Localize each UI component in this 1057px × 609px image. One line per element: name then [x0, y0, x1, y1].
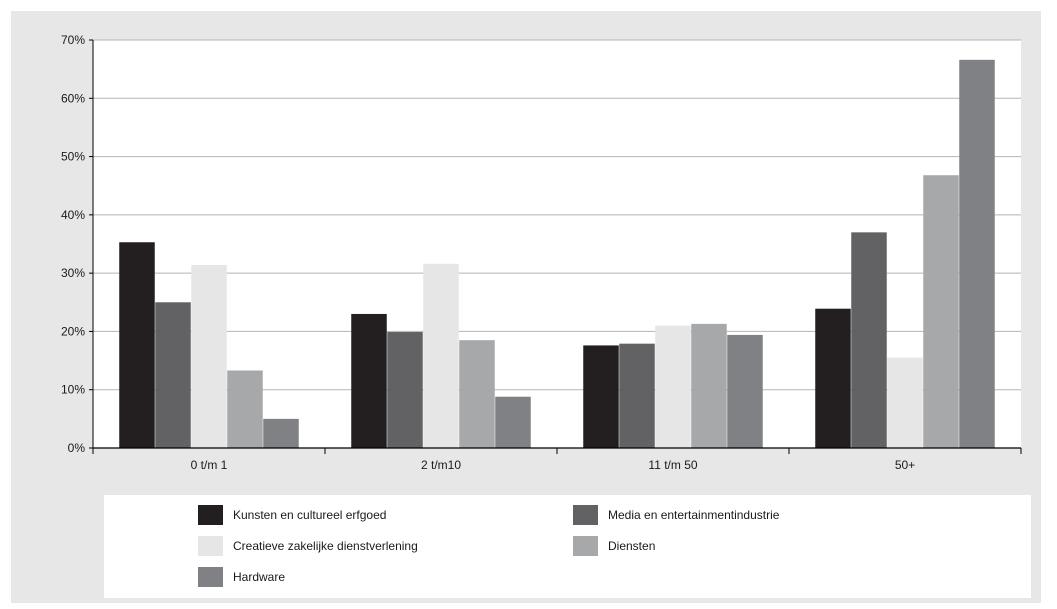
legend-item: Hardware	[198, 567, 285, 587]
chart-frame: 0% 10% 20% 30% 40% 50% 60% 70% 0 t/m 1 2 t/m10 11 …	[11, 11, 1041, 603]
bar	[119, 242, 155, 448]
bar	[495, 396, 531, 448]
y-tick-label: 50%	[61, 150, 85, 164]
legend-item: Creatieve zakelijke dienstverlening	[198, 536, 418, 556]
bar	[387, 332, 423, 448]
bar	[727, 334, 763, 448]
bar	[887, 357, 923, 448]
legend-item: Kunsten en cultureel erfgoed	[198, 505, 386, 525]
legend-swatch	[573, 536, 598, 556]
bar	[691, 323, 727, 448]
bar	[815, 308, 851, 448]
bar-chart: 0% 10% 20% 30% 40% 50% 60% 70% 0 t/m 1 2 t/m10 11 …	[61, 33, 1022, 472]
legend-label: Creatieve zakelijke dienstverlening	[233, 539, 418, 553]
legend-label: Diensten	[608, 539, 656, 553]
bar	[583, 345, 619, 448]
bar	[351, 313, 387, 448]
legend-swatch	[198, 567, 223, 587]
legend-item: Diensten	[573, 536, 655, 556]
y-tick-label: 0%	[68, 441, 86, 455]
legend-label: Media en entertainmentindustrie	[608, 508, 780, 522]
bar	[959, 59, 995, 449]
legend-swatch	[198, 505, 223, 525]
bar	[191, 264, 227, 448]
legend-label: Kunsten en cultureel erfgoed	[233, 508, 387, 522]
legend-label: Hardware	[233, 570, 286, 584]
y-tick-label: 70%	[61, 33, 85, 47]
x-tick-label: 2 t/m10	[421, 458, 461, 472]
y-tick-label: 30%	[61, 266, 85, 280]
legend-swatch	[573, 505, 598, 525]
y-tick-label: 20%	[61, 324, 85, 338]
bar	[227, 370, 263, 448]
x-tick-label: 0 t/m 1	[191, 458, 228, 472]
x-tick-label: 50+	[895, 458, 915, 472]
x-tick-label: 11 t/m 50	[648, 458, 697, 472]
legend-swatch	[198, 536, 223, 556]
bar	[619, 343, 655, 448]
bar	[851, 232, 887, 448]
bar	[263, 418, 299, 448]
bar	[423, 263, 459, 448]
legend-item: Media en entertainmentindustrie	[573, 505, 779, 525]
bar	[155, 302, 191, 448]
bar	[923, 175, 959, 449]
bar	[655, 325, 691, 448]
y-tick-label: 10%	[61, 383, 85, 397]
legend: Kunsten en cultureel erfgoed Media en ent…	[104, 495, 1031, 598]
bar	[459, 340, 495, 448]
y-tick-label: 60%	[61, 91, 85, 105]
y-tick-label: 40%	[61, 208, 85, 222]
